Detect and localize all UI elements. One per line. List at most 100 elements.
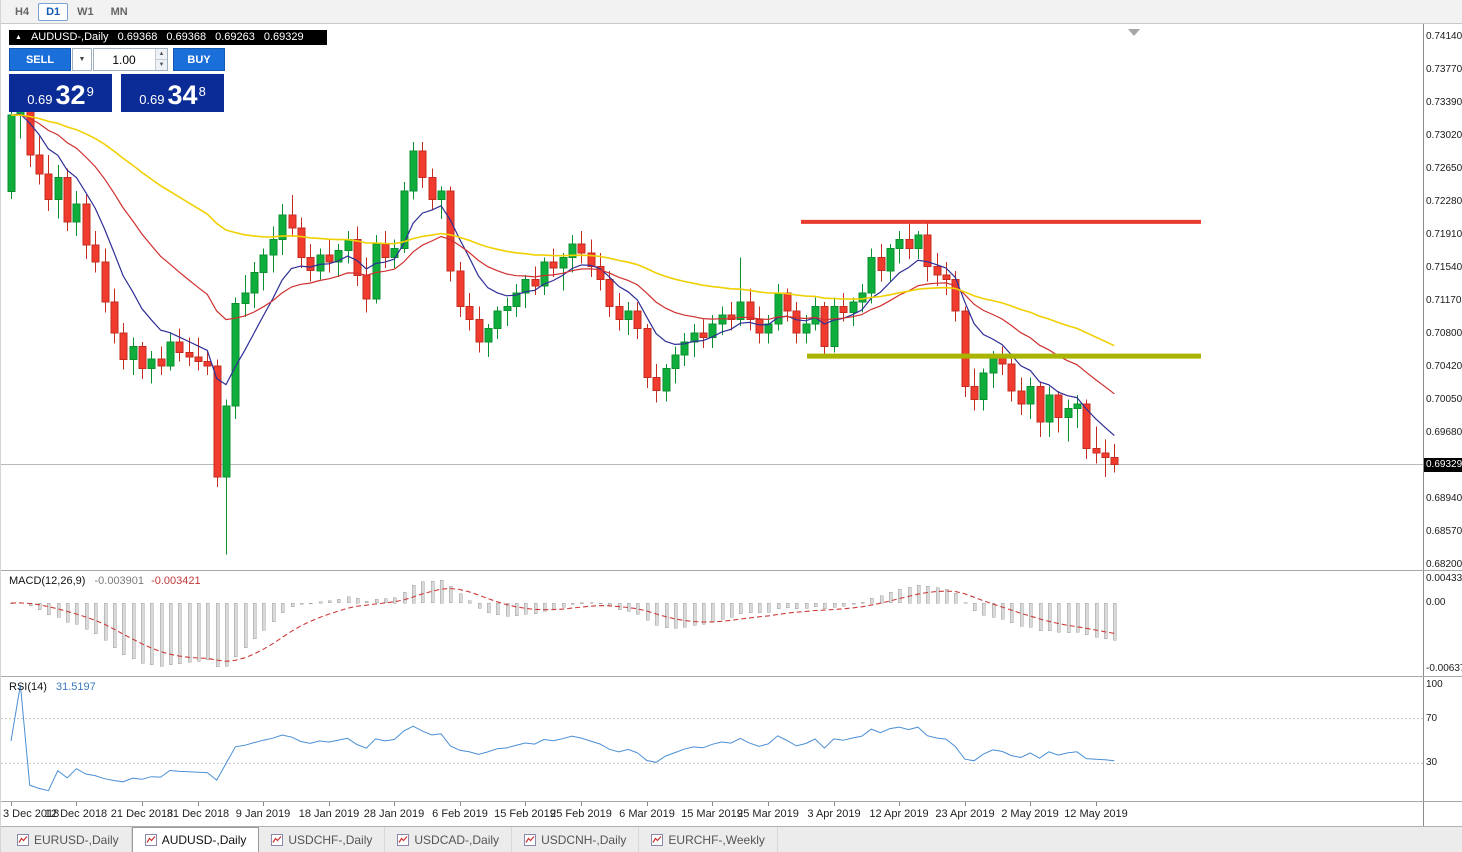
time-axis-label: 21 Dec 2018: [110, 808, 174, 820]
chart-shift-marker-icon: [1128, 29, 1140, 36]
time-tick: [460, 802, 461, 806]
macd-main-value: -0.003901: [94, 575, 145, 587]
price-axis-label: 0.73020: [1426, 130, 1462, 141]
volume-input[interactable]: [93, 48, 168, 71]
macd-indicator-pane[interactable]: [1, 571, 1423, 676]
time-axis-label: 3 Apr 2019: [807, 808, 861, 820]
chart-tab-icon: [651, 833, 664, 846]
symbol-tab-usdcnh[interactable]: USDCNH-,Daily: [512, 827, 640, 852]
symbol-tab-eurchf[interactable]: EURCHF-,Weekly: [639, 827, 778, 852]
rsi-indicator-pane[interactable]: [1, 677, 1423, 801]
time-tick: [1030, 802, 1031, 806]
one-click-trading-panel: ▲ AUDUSD-,Daily 0.69368 0.69368 0.69263 …: [9, 30, 327, 112]
time-tick: [329, 802, 330, 806]
info-symbol: AUDUSD-,Daily: [30, 31, 109, 43]
symbol-tab-usdchf[interactable]: USDCHF-,Daily: [259, 827, 386, 852]
time-axis-label: 18 Jan 2019: [298, 808, 360, 820]
macd-axis-label: 0.00: [1426, 597, 1446, 608]
timeframe-toolbar: H4 D1 W1 MN: [1, 0, 1462, 24]
price-axis-label: 0.70420: [1426, 361, 1462, 372]
chart-tab-icon: [17, 833, 29, 846]
pane-separator[interactable]: [1, 570, 1462, 571]
time-axis-label: 25 Feb 2019: [550, 808, 612, 820]
volume-increase-button[interactable]: ▲: [155, 49, 167, 59]
tab-label: EURCHF-,Weekly: [668, 832, 765, 847]
price-axis-label: 0.71910: [1426, 229, 1462, 240]
timeframe-button-group: H4 D1 W1 MN: [7, 2, 137, 21]
rsi-axis-label: 70: [1426, 712, 1438, 724]
timeframe-button-d1[interactable]: D1: [38, 2, 69, 21]
volume-dropdown[interactable]: ▼: [72, 48, 92, 71]
symbol-tab-eurusd[interactable]: EURUSD-,Daily: [5, 827, 132, 852]
time-scale[interactable]: 3 Dec 2018 12 Dec 2018 21 Dec 2018 31 Dec 2…: [1, 802, 1423, 826]
tab-label: EURUSD-,Daily: [34, 832, 119, 847]
time-axis-label: 12 May 2019: [1064, 808, 1128, 820]
price-axis-label: 0.74140: [1426, 31, 1462, 42]
timeframe-button-w1[interactable]: W1: [77, 5, 94, 18]
time-tick: [142, 802, 143, 806]
volume-input-wrap: ▲ ▼: [93, 48, 168, 71]
symbol-tab-audusd[interactable]: AUDUSD-,Daily: [131, 827, 260, 852]
sell-price-prefix: 0.69: [27, 92, 53, 107]
price-axis-label: 0.72280: [1426, 196, 1462, 207]
tab-label: USDCNH-,Daily: [541, 832, 627, 847]
price-chart-pane[interactable]: [1, 24, 1423, 570]
sell-price-big: 32: [55, 80, 86, 110]
time-axis-label: 31 Dec 2018: [166, 808, 230, 820]
time-tick: [198, 802, 199, 806]
volume-decrease-button[interactable]: ▼: [155, 59, 167, 70]
order-entry-row: SELL ▼ ▲ ▼ BUY: [9, 48, 327, 71]
time-tick: [76, 802, 77, 806]
price-axis-label: 0.68200: [1426, 559, 1462, 570]
tab-label: USDCAD-,Daily: [414, 832, 500, 847]
buy-price-big: 34: [167, 80, 198, 110]
time-axis-label: 9 Jan 2019: [235, 808, 291, 820]
volume-stepper: ▲ ▼: [155, 49, 167, 70]
time-axis-label: 6 Feb 2019: [432, 808, 488, 820]
price-scale[interactable]: 0.74140 0.73770 0.73390 0.73020 0.72650 0.722…: [1423, 24, 1462, 826]
macd-axis-label: 0.004331: [1426, 573, 1462, 584]
chart-tab-icon: [144, 834, 157, 846]
price-axis-label: 0.73770: [1426, 64, 1462, 75]
time-axis-label: 28 Jan 2019: [363, 808, 425, 820]
buy-price-box[interactable]: 0.69 34 8: [121, 74, 224, 112]
chart-tab-icon: [271, 833, 284, 846]
time-tick: [834, 802, 835, 806]
time-tick: [581, 802, 582, 806]
collapse-triangle-icon[interactable]: ▲: [15, 34, 22, 41]
time-tick: [11, 802, 12, 806]
info-open: 0.69368: [117, 31, 158, 43]
price-axis-label: 0.68940: [1426, 493, 1462, 504]
rsi-value: 31.5197: [55, 681, 96, 693]
price-axis-label: 0.72650: [1426, 163, 1462, 174]
pane-separator[interactable]: [1, 801, 1462, 802]
chart-tab-icon: [397, 833, 410, 846]
timeframe-button-h4[interactable]: H4: [15, 5, 30, 18]
time-tick: [647, 802, 648, 806]
time-axis-label: 3 Dec 2018: [3, 808, 60, 820]
rsi-name: RSI(14): [9, 681, 47, 693]
sell-button[interactable]: SELL: [9, 48, 71, 71]
macd-name: MACD(12,26,9): [9, 575, 86, 587]
pane-separator[interactable]: [1, 676, 1462, 677]
time-axis-label: 15 Mar 2019: [681, 808, 743, 820]
time-tick: [394, 802, 395, 806]
info-close: 0.69329: [263, 31, 304, 43]
sell-price-box[interactable]: 0.69 32 9: [9, 74, 112, 112]
timeframe-button-mn[interactable]: MN: [110, 5, 128, 18]
time-tick: [712, 802, 713, 806]
buy-button[interactable]: BUY: [173, 48, 225, 71]
time-axis-label: 12 Dec 2018: [44, 808, 108, 820]
chevron-down-icon: ▼: [78, 56, 86, 63]
rsi-axis-label: 100: [1426, 679, 1443, 690]
time-tick: [965, 802, 966, 806]
symbol-tab-bar: EURUSD-,Daily AUDUSD-,Daily USDCHF-,Daily U…: [1, 826, 1462, 852]
price-axis-label: 0.70050: [1426, 394, 1462, 405]
symbol-tab-usdcad[interactable]: USDCAD-,Daily: [385, 827, 513, 852]
chart-info-bar: ▲ AUDUSD-,Daily 0.69368 0.69368 0.69263 …: [9, 30, 327, 45]
time-axis-label: 15 Feb 2019: [494, 808, 556, 820]
price-axis-label: 0.73390: [1426, 97, 1462, 108]
time-axis-label: 25 Mar 2019: [737, 808, 799, 820]
time-tick: [768, 802, 769, 806]
